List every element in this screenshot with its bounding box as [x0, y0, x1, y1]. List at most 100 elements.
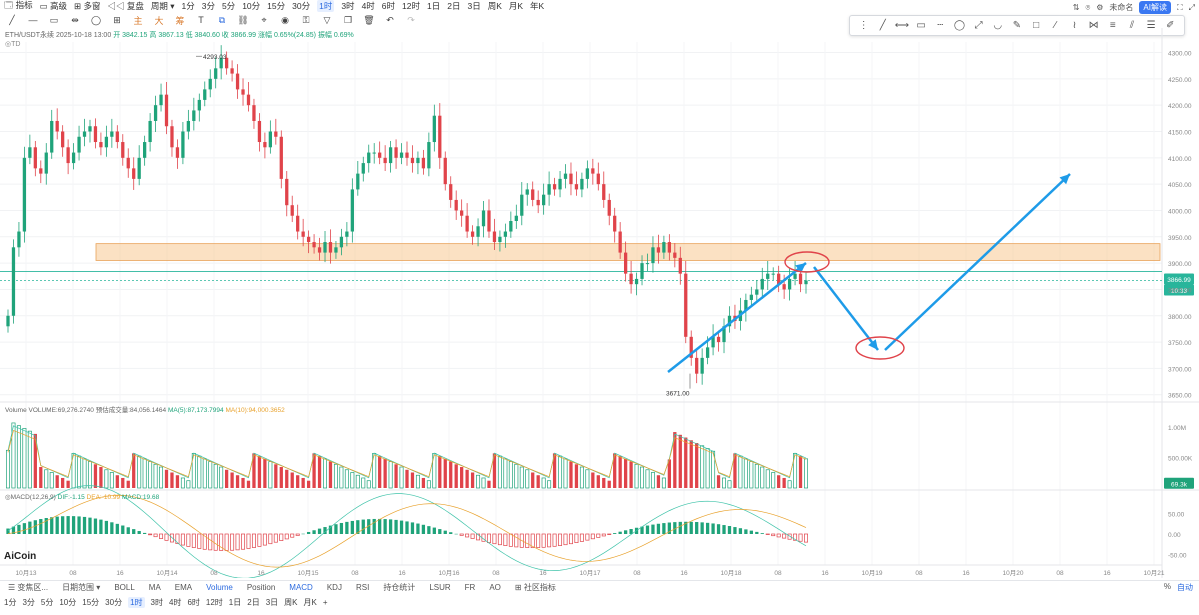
candle[interactable]	[137, 145, 141, 186]
resistance-zone[interactable]	[95, 243, 1161, 261]
candle[interactable]	[268, 120, 272, 154]
layout-label[interactable]: 未命名	[1109, 3, 1134, 12]
ruler-tool-icon[interactable]: ⇹	[71, 14, 79, 25]
candle[interactable]	[465, 203, 469, 238]
candle[interactable]	[312, 234, 316, 254]
settings-icon[interactable]: ⚙	[1096, 3, 1104, 12]
indicator-tab[interactable]: MA	[148, 583, 161, 592]
candle[interactable]	[673, 243, 677, 268]
candle[interactable]	[416, 151, 420, 175]
candle[interactable]	[6, 309, 10, 333]
candle[interactable]	[509, 211, 513, 238]
macd-legend-text[interactable]: ◎MACD(12,26,9)	[5, 494, 56, 501]
candle[interactable]	[224, 51, 229, 75]
panel-curve-icon[interactable]: ◡	[993, 20, 1003, 31]
candle[interactable]	[350, 178, 354, 243]
trend-icon[interactable]: ⇅	[1072, 3, 1080, 12]
candle[interactable]	[82, 118, 87, 147]
candle[interactable]	[263, 132, 267, 159]
candle[interactable]	[181, 122, 185, 165]
topbar-item[interactable]: 3日	[467, 1, 481, 11]
candle[interactable]	[662, 235, 666, 259]
candle[interactable]	[99, 132, 103, 156]
period-item[interactable]: 1分	[4, 597, 17, 607]
candle[interactable]	[296, 204, 300, 240]
measure-tool-icon[interactable]: ⌖	[261, 14, 267, 25]
ellipse-tool-icon[interactable]: ◯	[90, 14, 102, 25]
candle[interactable]	[656, 234, 661, 264]
panel-line-icon[interactable]: ╱	[879, 20, 886, 31]
text-tool-icon[interactable]: T	[198, 15, 204, 25]
period-item[interactable]: 周K	[284, 597, 298, 607]
panel-channel-icon[interactable]: ≡	[1109, 20, 1116, 31]
panel-fib-icon[interactable]: ☰	[1146, 20, 1156, 31]
candle[interactable]	[787, 267, 792, 301]
period-item[interactable]: 12时	[205, 597, 223, 607]
candle[interactable]	[645, 253, 650, 272]
candle[interactable]	[596, 162, 600, 191]
topbar-item[interactable]: 30分	[292, 1, 311, 11]
candle[interactable]	[77, 125, 81, 161]
candle[interactable]	[219, 45, 223, 80]
candle[interactable]	[744, 293, 748, 322]
candle[interactable]	[678, 246, 682, 285]
candle[interactable]	[88, 119, 92, 143]
topbar-item[interactable]: 10分	[242, 1, 261, 11]
indicator-tab[interactable]: 持仓统计	[383, 583, 416, 592]
candle[interactable]	[449, 176, 453, 208]
candle[interactable]	[334, 241, 338, 259]
candle[interactable]	[235, 64, 240, 99]
topbar-item[interactable]: 5分	[221, 1, 236, 11]
candle[interactable]	[711, 324, 715, 356]
candle[interactable]	[33, 140, 37, 177]
indicator-tab[interactable]: MACD	[289, 583, 313, 592]
candle[interactable]	[367, 144, 371, 173]
topbar-item[interactable]: 2日	[447, 1, 461, 11]
panel-wave-icon[interactable]: ≀	[1072, 20, 1077, 31]
toolbar-text-1[interactable]: 大	[154, 15, 164, 26]
candle[interactable]	[252, 98, 256, 129]
candle[interactable]	[153, 95, 158, 133]
candle[interactable]	[525, 183, 529, 206]
candle[interactable]	[640, 255, 644, 286]
candle[interactable]	[629, 261, 633, 294]
candle[interactable]	[399, 143, 404, 165]
candle[interactable]	[186, 109, 191, 140]
panel-dash-icon[interactable]: ┄	[937, 20, 944, 31]
up-arrow-2[interactable]	[884, 173, 1071, 351]
candle[interactable]	[470, 225, 475, 245]
candle[interactable]	[39, 160, 43, 184]
candle[interactable]	[777, 265, 781, 293]
indicator-tab[interactable]: Volume	[206, 583, 233, 592]
indicator-tab[interactable]: LSUR	[429, 583, 451, 592]
candle[interactable]	[66, 139, 70, 175]
candle[interactable]	[208, 69, 212, 98]
candle[interactable]	[487, 199, 491, 238]
candle[interactable]	[421, 149, 426, 175]
candle[interactable]	[197, 93, 201, 122]
candle[interactable]	[55, 108, 59, 140]
candle[interactable]	[164, 82, 169, 135]
candle[interactable]	[558, 170, 562, 198]
candle[interactable]	[290, 195, 294, 223]
candle[interactable]	[317, 237, 322, 261]
candle[interactable]	[481, 200, 486, 238]
candle[interactable]	[301, 218, 305, 247]
candle[interactable]	[634, 272, 639, 296]
candle[interactable]	[684, 261, 688, 344]
candle[interactable]	[443, 151, 447, 191]
candle[interactable]	[306, 230, 311, 254]
candle[interactable]	[552, 177, 557, 196]
period-item[interactable]: 30分	[105, 597, 123, 607]
camera-icon[interactable]: ⌾	[1085, 2, 1091, 12]
topbar-item[interactable]: 3时	[341, 1, 355, 11]
symbol-label[interactable]: ETH/USDT永续	[5, 32, 54, 39]
candle[interactable]	[361, 156, 365, 182]
candle[interactable]	[22, 146, 27, 243]
candle[interactable]	[766, 261, 770, 290]
panel-zigzag-icon[interactable]: ⋈	[1088, 20, 1099, 31]
redo-icon[interactable]: ↷	[407, 14, 415, 25]
candle[interactable]	[427, 132, 431, 177]
topbar-item[interactable]: 4时	[361, 1, 375, 11]
topbar-item[interactable]: 周K	[487, 1, 502, 11]
